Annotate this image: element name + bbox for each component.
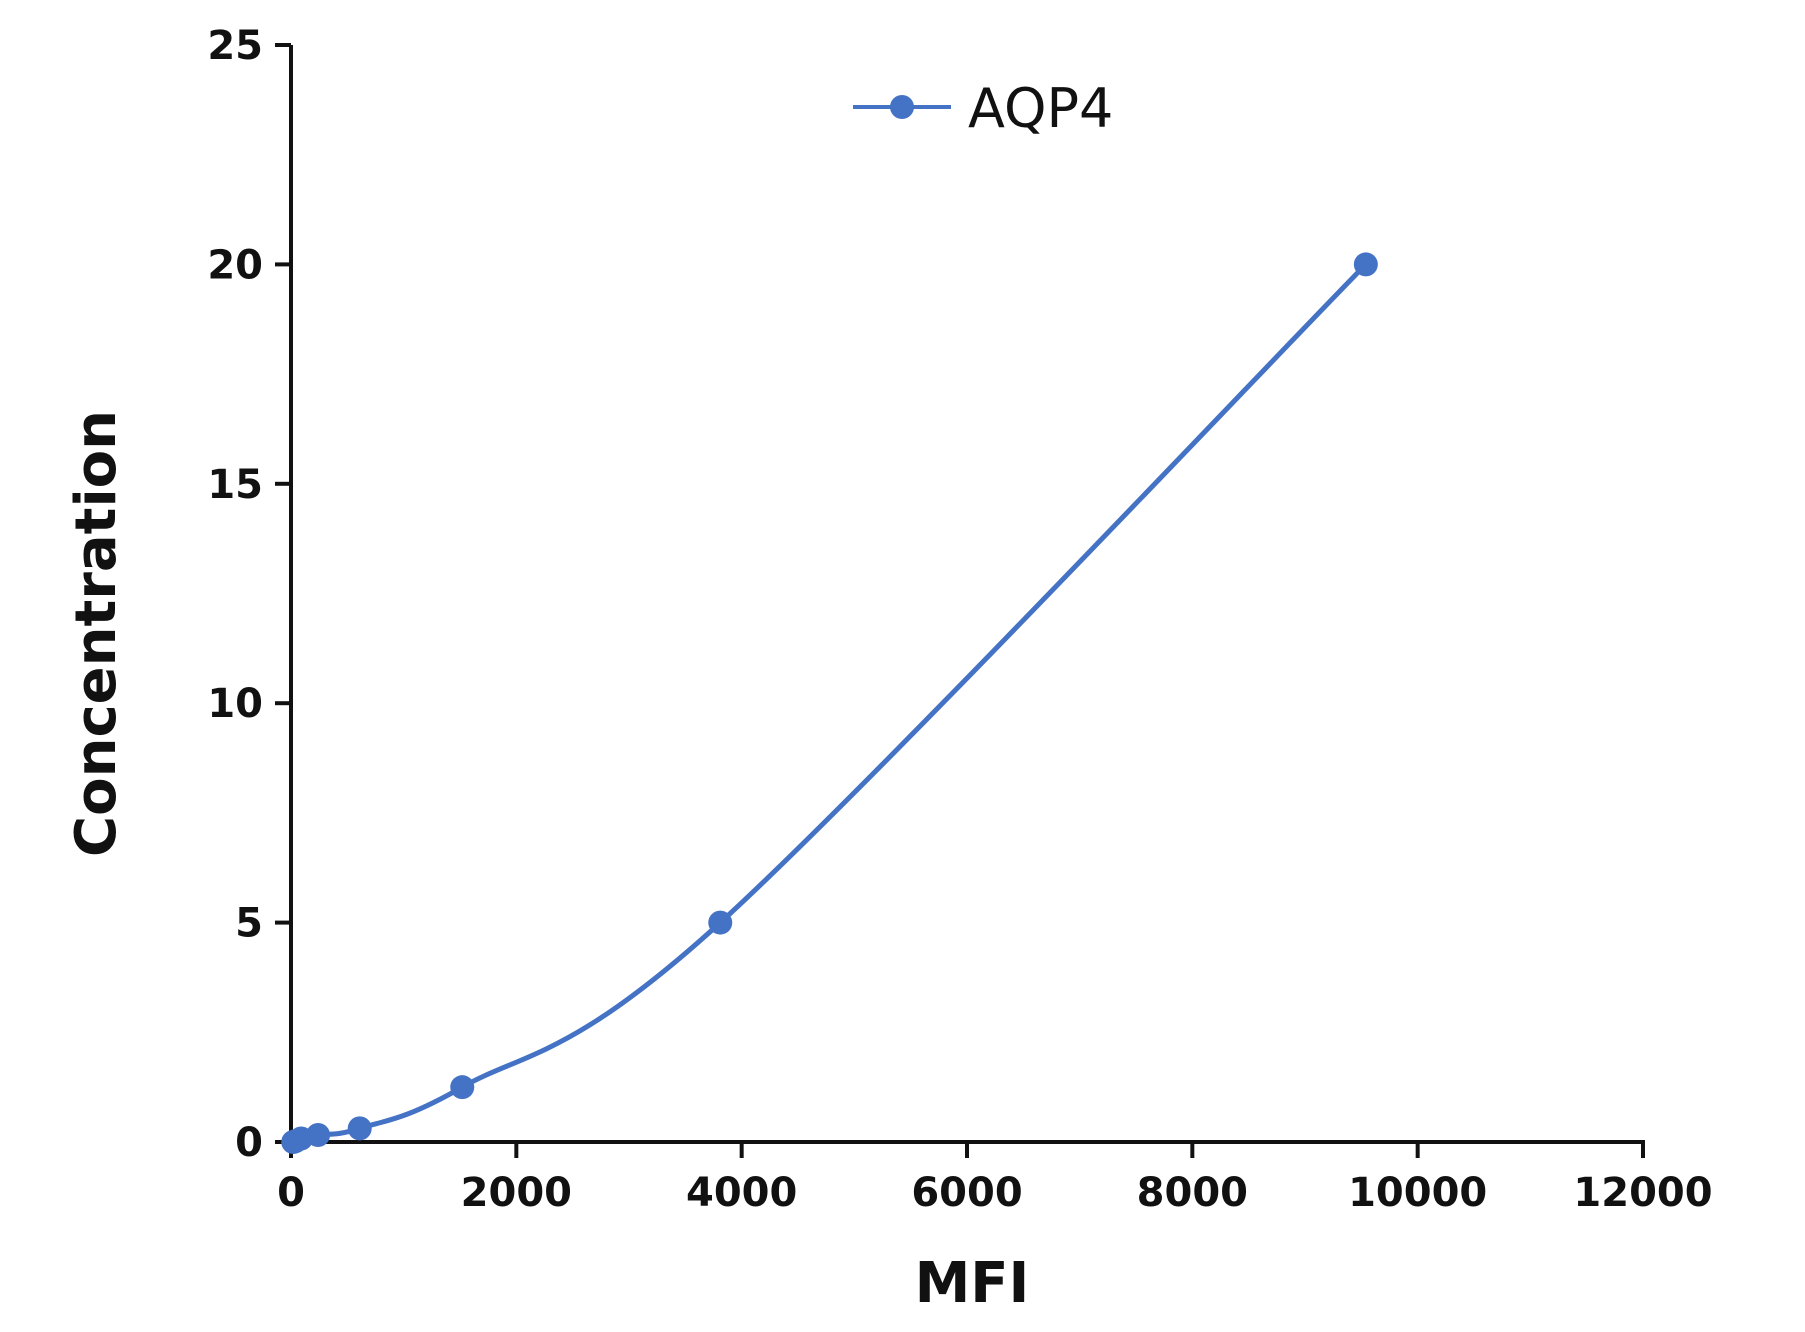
axes bbox=[289, 45, 1645, 1144]
data-point bbox=[1353, 252, 1378, 277]
y-tick-label: 20 bbox=[207, 242, 263, 288]
legend-dot-marker bbox=[890, 95, 914, 119]
y-ticks: 0 5 10 15 20 25 bbox=[207, 23, 291, 1166]
x-tick-label: 6000 bbox=[911, 1170, 1022, 1216]
x-tick-label: 0 bbox=[277, 1170, 305, 1216]
legend-label: AQP4 bbox=[968, 77, 1113, 140]
x-ticks: 0 2000 4000 6000 8000 10000 12000 bbox=[277, 1142, 1713, 1216]
y-axis-title: Concentration bbox=[64, 410, 129, 857]
x-axis-title: MFI bbox=[915, 1251, 1030, 1316]
data-point bbox=[708, 910, 733, 935]
y-tick-label: 5 bbox=[235, 901, 263, 947]
data-point bbox=[450, 1075, 475, 1100]
series-line-0 bbox=[292, 262, 1368, 1145]
x-tick-label: 4000 bbox=[686, 1170, 797, 1216]
y-tick-label: 15 bbox=[207, 462, 263, 508]
x-tick-label: 8000 bbox=[1137, 1170, 1248, 1216]
y-tick-label: 10 bbox=[207, 681, 263, 727]
legend: AQP4 bbox=[853, 77, 1113, 140]
data-point bbox=[306, 1122, 331, 1147]
x-tick-label: 12000 bbox=[1573, 1170, 1712, 1216]
series bbox=[281, 252, 1378, 1154]
y-tick-label: 0 bbox=[235, 1120, 263, 1166]
x-tick-label: 10000 bbox=[1348, 1170, 1487, 1216]
y-tick-label: 25 bbox=[207, 23, 263, 69]
x-tick-label: 2000 bbox=[461, 1170, 572, 1216]
data-point bbox=[347, 1116, 372, 1141]
